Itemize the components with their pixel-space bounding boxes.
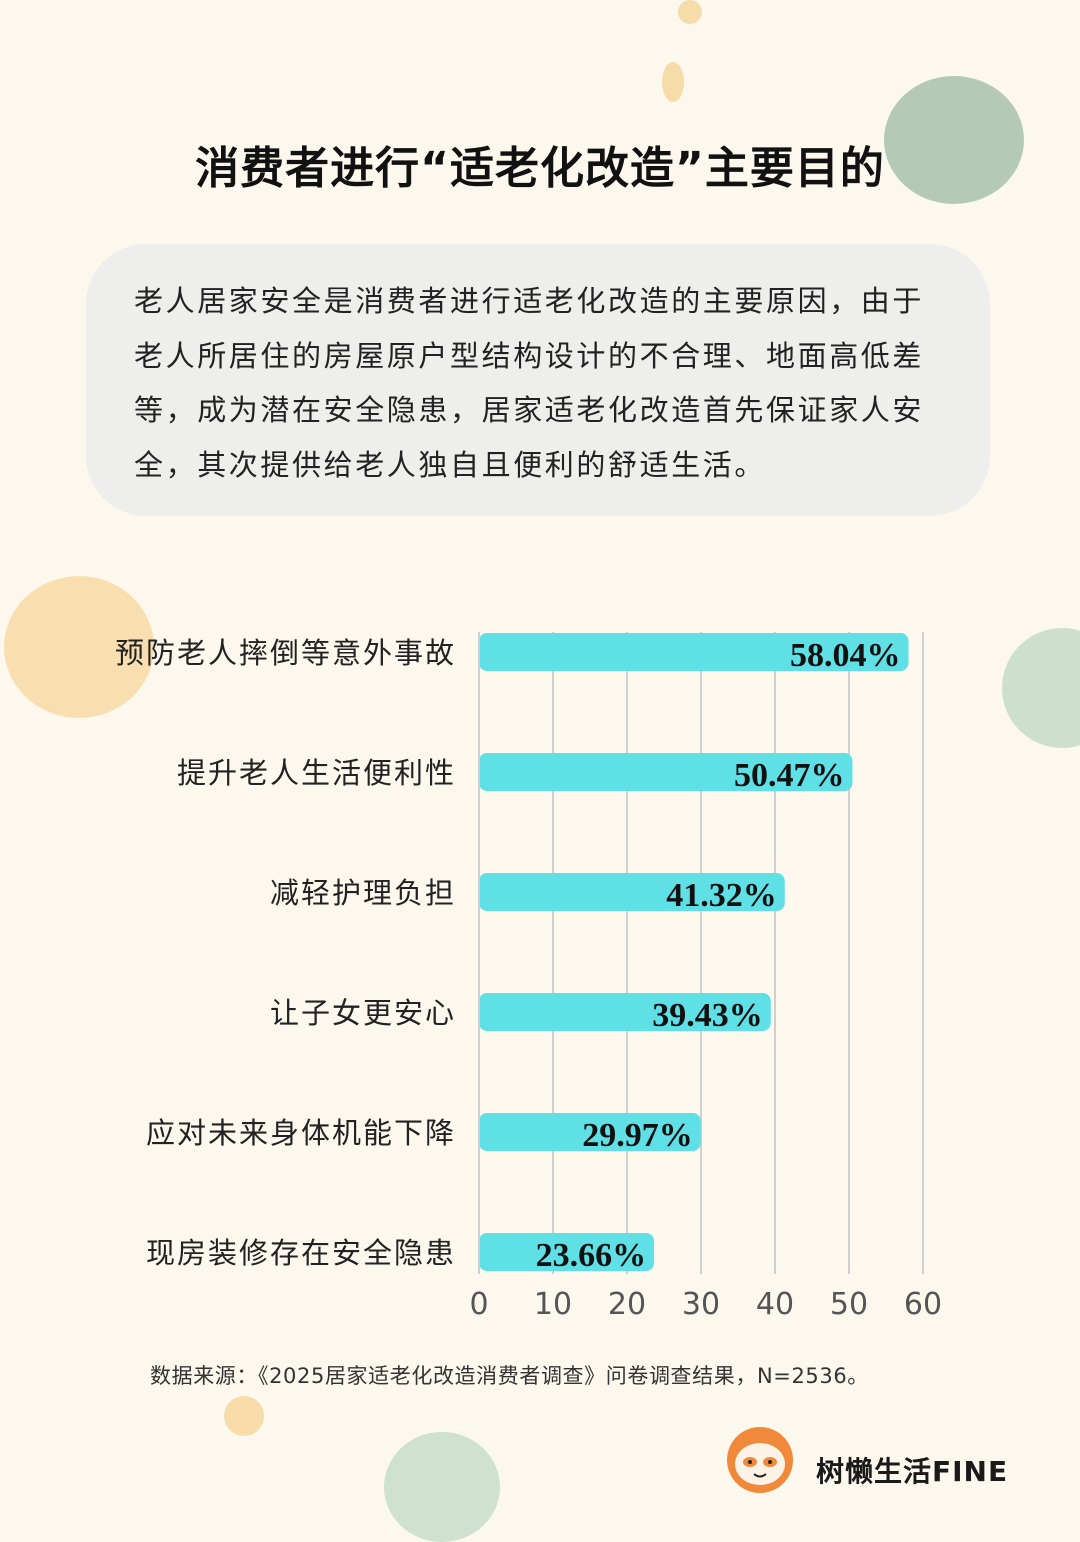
- data-label: 50.47%: [734, 757, 845, 794]
- decor-blob: [4, 576, 154, 718]
- category-label: 应对未来身体机能下降: [146, 1116, 456, 1150]
- category-label: 减轻护理负担: [270, 876, 456, 910]
- intro-text: 老人居家安全是消费者进行适老化改造的主要原因，由于老人所居住的房屋原户型结构设计…: [86, 244, 990, 516]
- category-label: 预防老人摔倒等意外事故: [115, 636, 456, 670]
- data-source-note: 数据来源：《2025居家适老化改造消费者调查》问卷调查结果，N=2536。: [150, 1364, 869, 1388]
- bar: [479, 753, 853, 791]
- x-tick-label: 40: [756, 1287, 794, 1322]
- category-label: 现房装修存在安全隐患: [146, 1236, 456, 1270]
- x-tick-label: 50: [830, 1287, 868, 1322]
- bar: [479, 633, 909, 671]
- bar: [479, 1113, 701, 1151]
- data-label: 39.43%: [652, 997, 763, 1034]
- decor-blob: [884, 76, 1024, 204]
- sloth-logo-icon: [727, 1427, 793, 1493]
- data-label: 58.04%: [790, 637, 901, 674]
- decor-blob: [224, 1396, 264, 1436]
- x-tick-label: 20: [608, 1287, 646, 1322]
- x-tick-label: 30: [682, 1287, 720, 1322]
- brand-name: 树懒生活FINE: [816, 1455, 1009, 1488]
- decor-blob: [678, 0, 702, 24]
- bar: [479, 1233, 655, 1271]
- page-title: 消费者进行“适老化改造”主要目的: [195, 143, 885, 194]
- bar: [479, 873, 785, 911]
- x-tick-label: 60: [904, 1287, 942, 1322]
- decor-blob: [662, 62, 684, 102]
- bar: [479, 993, 771, 1031]
- data-label: 29.97%: [582, 1117, 693, 1154]
- x-tick-label: 10: [534, 1287, 572, 1322]
- data-label: 41.32%: [666, 877, 777, 914]
- category-label: 让子女更安心: [270, 996, 456, 1030]
- x-tick-label: 0: [469, 1287, 488, 1322]
- data-label: 23.66%: [536, 1237, 647, 1274]
- category-label: 提升老人生活便利性: [177, 756, 456, 790]
- decor-blob: [384, 1432, 500, 1542]
